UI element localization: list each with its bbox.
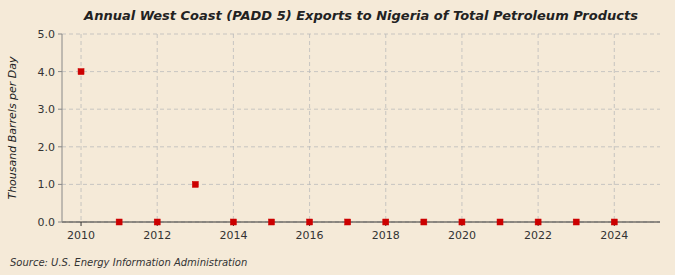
grid-line [233,34,234,222]
point [421,219,427,225]
tick [58,71,62,72]
tick-label: 2024 [600,229,628,242]
tick [58,146,62,147]
x-axis-line [62,222,660,223]
tick-label: 1.0 [38,178,56,191]
point [611,219,617,225]
grid-line [385,34,386,222]
grid-line [62,146,660,147]
grid-line [81,34,82,222]
tick-label: 0.0 [38,216,56,229]
tick-label: 2.0 [38,141,56,154]
point [230,219,236,225]
grid-line [157,34,158,222]
tick-label: 2016 [296,229,324,242]
tick [58,34,62,35]
grid-line [62,222,660,223]
grid-line [62,71,660,72]
point [573,219,579,225]
tick-label: 2012 [143,229,171,242]
grid-line [461,34,462,222]
point [78,69,84,75]
source: Source: U.S. Energy Information Administ… [10,257,247,268]
point [459,219,465,225]
tick [58,222,62,223]
axes: 0.0 1.0 2.0 3.0 4.0 5.0 2010 2012 2014 2016 2018 20… [38,28,661,242]
title: Annual West Coast (PADD 5) Exports to Ni… [83,8,638,23]
grid [62,34,660,222]
tick-label: 2018 [372,229,400,242]
grid-line [62,184,660,185]
chart: Annual West Coast (PADD 5) Exports to Ni… [0,0,675,275]
tick [58,184,62,185]
grid-line [62,109,660,110]
point [345,219,351,225]
tick [81,222,82,226]
point [116,219,122,225]
point [383,219,389,225]
point [497,219,503,225]
grid-line [309,34,310,222]
tick-label: 2020 [448,229,476,242]
tick-label: 2014 [219,229,247,242]
point [192,181,198,187]
background [0,0,675,275]
point [535,219,541,225]
points [78,69,617,225]
y-axis-line [62,34,63,222]
tick-label: 2010 [67,229,95,242]
tick-label: 5.0 [38,28,56,41]
grid-line [538,34,539,222]
tick-label: 4.0 [38,66,56,79]
tick-label: 3.0 [38,103,56,116]
tick [58,109,62,110]
grid-line [614,34,615,222]
point [154,219,160,225]
axis-label: Thousand Barrels per Day [6,56,19,200]
grid-line [62,34,660,35]
point [268,219,274,225]
point [307,219,313,225]
tick-label: 2022 [524,229,552,242]
